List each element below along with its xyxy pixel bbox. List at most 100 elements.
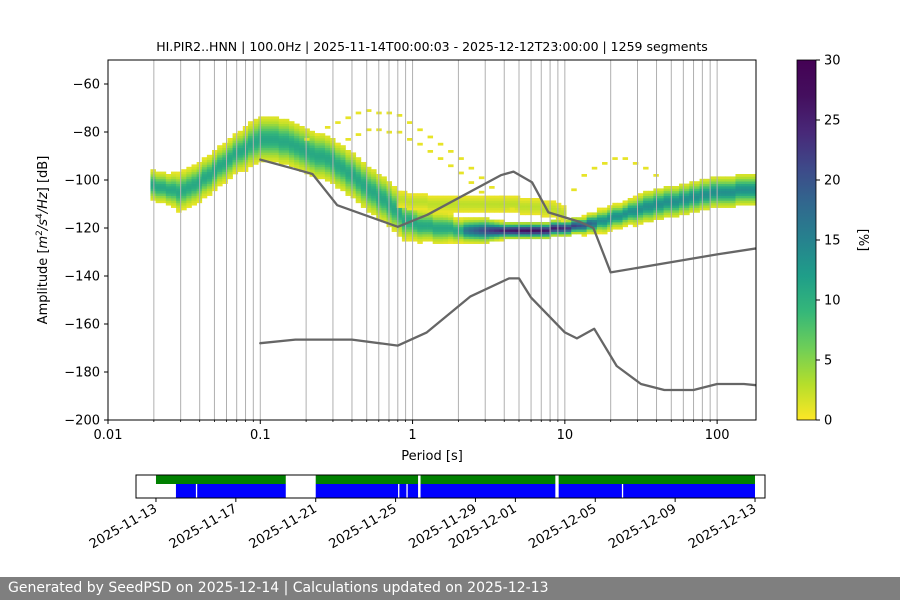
- heatmap-cell: [555, 210, 562, 213]
- heatmap-cell: [381, 183, 387, 187]
- heatmap-cell: [150, 171, 156, 175]
- heatmap-cell: [596, 224, 603, 228]
- heatmap-cell: [478, 241, 485, 244]
- heatmap-cell: [663, 214, 670, 218]
- heatmap-cell: [283, 140, 290, 144]
- heatmap-cell: [268, 152, 274, 156]
- heatmap-cell: [401, 219, 408, 223]
- heatmap-cell: [473, 198, 480, 201]
- heatmap-cell: [340, 186, 346, 189]
- heatmap-cell: [407, 214, 413, 218]
- heatmap-cell: [278, 126, 285, 129]
- heatmap-cell: [304, 152, 310, 156]
- heatmap-cell: [381, 198, 387, 201]
- heatmap-cell: [350, 152, 357, 156]
- heatmap-cell: [489, 198, 495, 201]
- heatmap-cell: [227, 140, 233, 144]
- heatmap-cell: [335, 162, 341, 165]
- heatmap-cell: [360, 183, 367, 187]
- heatmap-cell: [273, 118, 280, 122]
- heatmap-cell: [673, 188, 680, 192]
- heatmap-cell: [679, 183, 685, 187]
- heatmap-cell: [247, 162, 254, 165]
- heatmap-cell: [268, 121, 274, 124]
- heatmap-cell: [714, 193, 721, 196]
- heatmap-cell: [740, 200, 747, 204]
- heatmap-cell: [750, 202, 756, 206]
- heatmap-cell: [437, 157, 444, 160]
- heatmap-cell: [304, 145, 310, 148]
- heatmap-cell: [412, 238, 418, 242]
- heatmap-cell: [468, 198, 475, 201]
- heatmap-cell: [663, 198, 670, 201]
- heatmap-cell: [283, 118, 290, 122]
- heatmap-cell: [165, 183, 172, 187]
- heatmap-cell: [345, 154, 351, 158]
- heatmap-cell: [725, 198, 731, 201]
- heatmap-cell: [560, 222, 567, 225]
- heatmap-cell: [268, 118, 274, 122]
- heatmap-cell: [694, 210, 700, 213]
- heatmap-cell: [407, 138, 413, 141]
- heatmap-cell: [396, 217, 403, 220]
- heatmap-cell: [319, 142, 326, 146]
- heatmap-cell: [484, 238, 490, 242]
- heatmap-cell: [247, 145, 254, 148]
- heatmap-cell: [545, 214, 552, 218]
- heatmap-cell: [560, 205, 567, 208]
- heatmap-cell: [535, 202, 541, 206]
- heatmap-cell: [319, 164, 326, 168]
- heatmap-cell: [340, 176, 346, 180]
- heatmap-cell: [381, 176, 387, 180]
- heatmap-cell: [689, 207, 695, 211]
- heatmap-cell: [201, 157, 208, 160]
- heatmap-cell: [407, 202, 413, 206]
- heatmap-cell: [663, 205, 670, 208]
- heatmap-cell: [442, 222, 449, 225]
- heatmap-cell: [478, 202, 485, 206]
- heatmap-cell: [489, 210, 495, 213]
- heatmap-cell: [612, 214, 618, 218]
- heatmap-cell: [499, 224, 505, 228]
- heatmap-cell: [663, 190, 670, 194]
- heatmap-cell: [206, 186, 213, 189]
- heatmap-cell: [499, 207, 505, 211]
- heatmap-cell: [637, 210, 644, 213]
- heatmap-cell: [499, 202, 505, 206]
- heatmap-cell: [294, 145, 300, 148]
- heatmap-cell: [186, 190, 192, 194]
- heatmap-cell: [448, 207, 454, 211]
- heatmap-cell: [412, 234, 418, 237]
- heatmap-cell: [581, 219, 587, 223]
- heatmap-cell: [150, 193, 156, 196]
- heatmap-cell: [499, 219, 505, 223]
- heatmap-cell: [622, 200, 629, 204]
- heatmap-cell: [750, 188, 756, 192]
- heatmap-cell: [232, 147, 239, 151]
- heatmap-cell: [709, 183, 716, 187]
- heatmap-cell: [437, 229, 444, 232]
- heatmap-cell: [155, 183, 162, 187]
- heatmap-cell: [514, 224, 521, 228]
- heatmap-cell: [504, 234, 511, 237]
- heatmap-cell: [581, 217, 587, 220]
- heatmap-cell: [217, 171, 223, 175]
- heatmap-cell: [499, 198, 505, 201]
- heatmap-cell: [648, 219, 654, 223]
- heatmap-cell: [345, 183, 351, 187]
- heatmap-cell: [319, 150, 326, 153]
- heatmap-cell: [720, 202, 726, 206]
- plot-frame: [107, 59, 757, 421]
- heatmap-cell: [365, 178, 372, 182]
- heatmap-cell: [422, 198, 428, 201]
- heatmap-cell: [673, 193, 680, 196]
- heatmap-cell: [530, 210, 536, 213]
- heatmap-cell: [273, 140, 280, 144]
- heatmap-cell: [335, 164, 341, 168]
- heatmap-cell: [658, 217, 664, 220]
- heatmap-cell: [289, 138, 295, 141]
- heatmap-cell: [217, 169, 223, 172]
- heatmap-cell: [617, 207, 623, 211]
- heatmap-cell: [525, 198, 531, 201]
- heatmap-cell: [355, 111, 362, 115]
